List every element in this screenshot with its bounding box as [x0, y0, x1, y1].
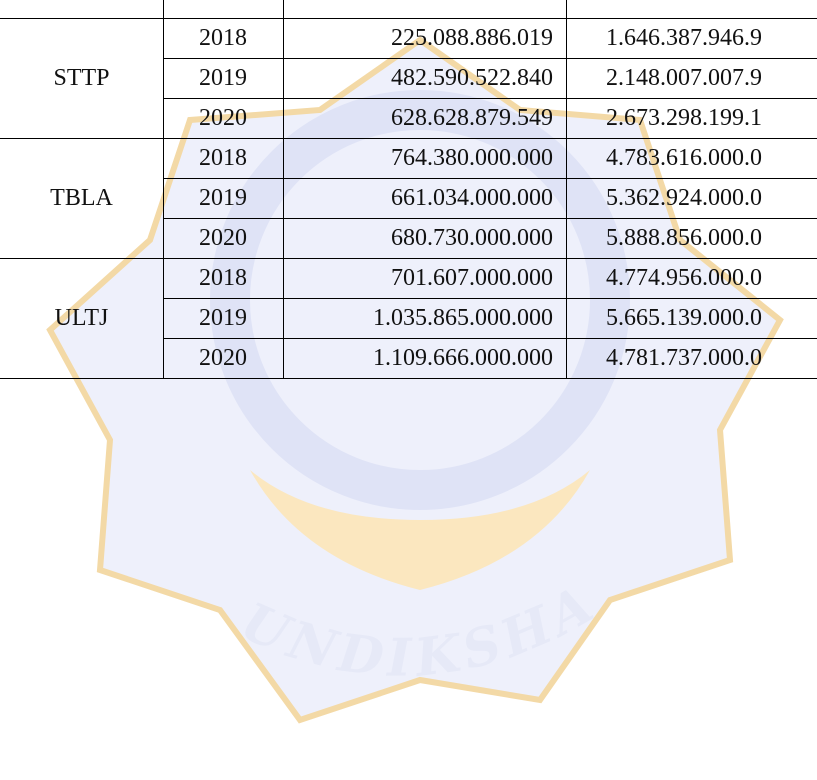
value: 5.362.924.000.0 [606, 184, 762, 211]
value: 5.665.139.000.0 [606, 304, 762, 331]
year: 2019 [199, 304, 247, 331]
border [163, 178, 817, 179]
border [0, 138, 817, 139]
company-name: STTP [53, 64, 110, 91]
value: 680.730.000.000 [391, 224, 553, 251]
emblem-ring [210, 90, 630, 510]
year: 2018 [199, 24, 247, 51]
value: 2.148.007.007.9 [606, 64, 762, 91]
value: 1.035.865.000.000 [373, 304, 553, 331]
value: 225.088.886.019 [391, 24, 553, 51]
value: 764.380.000.000 [391, 144, 553, 171]
year: 2020 [199, 344, 247, 371]
value: 661.034.000.000 [391, 184, 553, 211]
border [0, 378, 817, 379]
border [283, 0, 284, 379]
value: 482.590.522.840 [391, 64, 553, 91]
value: 4.783.616.000.0 [606, 144, 762, 171]
year: 2018 [199, 144, 247, 171]
border [566, 0, 567, 379]
year: 2018 [199, 264, 247, 291]
year: 2020 [199, 104, 247, 131]
border [163, 58, 817, 59]
year: 2019 [199, 184, 247, 211]
year: 2019 [199, 64, 247, 91]
company-name: TBLA [50, 184, 113, 211]
company-name: ULTJ [54, 304, 109, 331]
border [0, 18, 817, 19]
border [163, 98, 817, 99]
value: 4.774.956.000.0 [606, 264, 762, 291]
border [163, 0, 164, 379]
border [163, 338, 817, 339]
border [0, 258, 817, 259]
value: 2.673.298.199.1 [606, 104, 762, 131]
border [163, 218, 817, 219]
value: 5.888.856.000.0 [606, 224, 762, 251]
value: 1.109.666.000.000 [373, 344, 553, 371]
value: 701.607.000.000 [391, 264, 553, 291]
lotus [250, 470, 590, 590]
border [163, 298, 817, 299]
year: 2020 [199, 224, 247, 251]
value: 1.646.387.946.9 [606, 24, 762, 51]
value: 4.781.737.000.0 [606, 344, 762, 371]
value: 628.628.879.549 [391, 104, 553, 131]
table: STTP 2018 225.088.886.019 1.646.387.946.9 20… [0, 0, 817, 379]
